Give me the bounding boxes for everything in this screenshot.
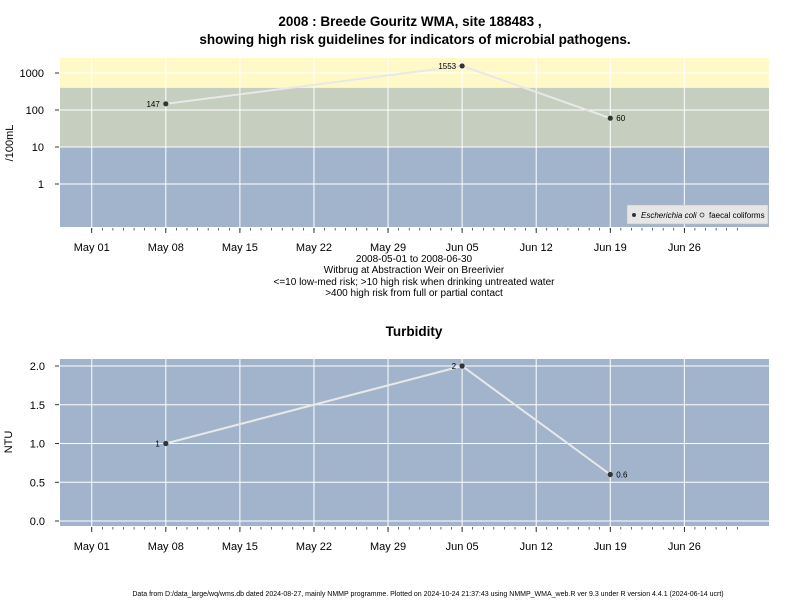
- turbidity-x-tick-label: May 15: [222, 541, 258, 553]
- turbidity-data-point: [607, 471, 613, 478]
- figure-title-line2: showing high risk guidelines for indicat…: [199, 32, 630, 47]
- turbidity-data-point: [459, 363, 465, 369]
- turbidity-data-label: 0.6: [616, 471, 628, 480]
- microbial-x-tick-label: Jun 12: [520, 242, 553, 254]
- microbial-chart-panel: 147 1553 60 May 01 May 08 May 15 May 22 May 29…: [4, 58, 769, 254]
- microbial-data-label: 1553: [438, 62, 456, 71]
- microbial-x-tick-label: May 15: [222, 242, 258, 254]
- turbidity-x-tick-label: Jun 19: [594, 541, 627, 553]
- microbial-data-point: [163, 101, 169, 107]
- microbial-data-point: [459, 63, 465, 69]
- footer-note: Data from D:/data_large/wq/wms.db dated …: [132, 591, 723, 598]
- microbial-x-tick-label: Jun 26: [668, 242, 701, 254]
- microbial-legend: Escherichia coli faecal coliforms: [626, 204, 769, 225]
- microbial-data-label: 147: [146, 100, 160, 109]
- microbial-y-tick-label: 1: [38, 179, 44, 191]
- microbial-x-tick-label: Jun 19: [594, 242, 627, 254]
- legend-faecal-marker: [699, 212, 705, 218]
- note-drinking-risk: <=10 low-med risk; >10 high risk when dr…: [274, 277, 556, 288]
- microbial-data-point: [607, 115, 613, 121]
- turbidity-x-tick-label: Jun 05: [446, 541, 479, 553]
- turbidity-chart-title: Turbidity: [386, 324, 443, 339]
- turbidity-plot-background: [60, 359, 769, 526]
- microbial-x-tick-label: May 22: [296, 242, 332, 254]
- legend-ecoli-marker: [632, 213, 636, 217]
- turbidity-x-tick-label: May 22: [296, 541, 332, 553]
- turbidity-y-tick-label: 1.0: [30, 439, 45, 451]
- figure-title-line1: 2008 : Breede Gouritz WMA, site 188483 ,: [278, 14, 541, 29]
- microbial-x-tick-label: May 08: [148, 242, 184, 254]
- turbidity-x-tick-label: May 08: [148, 541, 184, 553]
- microbial-risk-band-2: [60, 87, 769, 147]
- microbial-x-tick-label: May 29: [370, 242, 406, 254]
- turbidity-x-tick-label: Jun 26: [668, 541, 701, 553]
- turbidity-y-tick-label: 1.5: [30, 400, 45, 412]
- microbial-y-tick-label: 1000: [20, 68, 44, 80]
- microbial-y-tick-label: 100: [26, 105, 44, 117]
- legend-ecoli-label: Escherichia coli: [641, 211, 697, 220]
- turbidity-x-tick-label: Jun 12: [520, 541, 553, 553]
- turbidity-x-tick-label: May 01: [74, 541, 110, 553]
- note-date-range: 2008-05-01 to 2008-06-30: [356, 254, 473, 265]
- legend-faecal-label: faecal coliforms: [709, 211, 765, 220]
- microbial-x-tick-label: Jun 05: [446, 242, 479, 254]
- turbidity-y-tick-label: 0.5: [30, 477, 45, 489]
- turbidity-x-tick-label: May 29: [370, 541, 406, 553]
- turbidity-data-label: 1: [155, 440, 160, 449]
- legend-box: [626, 204, 769, 225]
- turbidity-data-point: [163, 440, 169, 447]
- turbidity-data-label: 2: [452, 362, 457, 371]
- turbidity-chart-panel: 1 2 0.6 May 01 May 08 May 15 May 22 May 29 Jun …: [3, 359, 769, 553]
- note-contact-risk: >400 high risk from full or partial cont…: [325, 288, 503, 299]
- turbidity-y-axis-label: NTU: [3, 431, 15, 454]
- turbidity-y-tick-label: 2.0: [30, 361, 45, 373]
- microbial-y-axis-label: /100mL: [4, 125, 16, 162]
- microbial-x-tick-label: May 01: [74, 242, 110, 254]
- microbial-data-label: 60: [616, 114, 625, 123]
- microbial-y-tick-label: 10: [32, 142, 44, 154]
- note-site-name: Witbrug at Abstraction Weir on Breerivie…: [324, 265, 505, 276]
- turbidity-y-tick-label: 0.0: [30, 516, 45, 528]
